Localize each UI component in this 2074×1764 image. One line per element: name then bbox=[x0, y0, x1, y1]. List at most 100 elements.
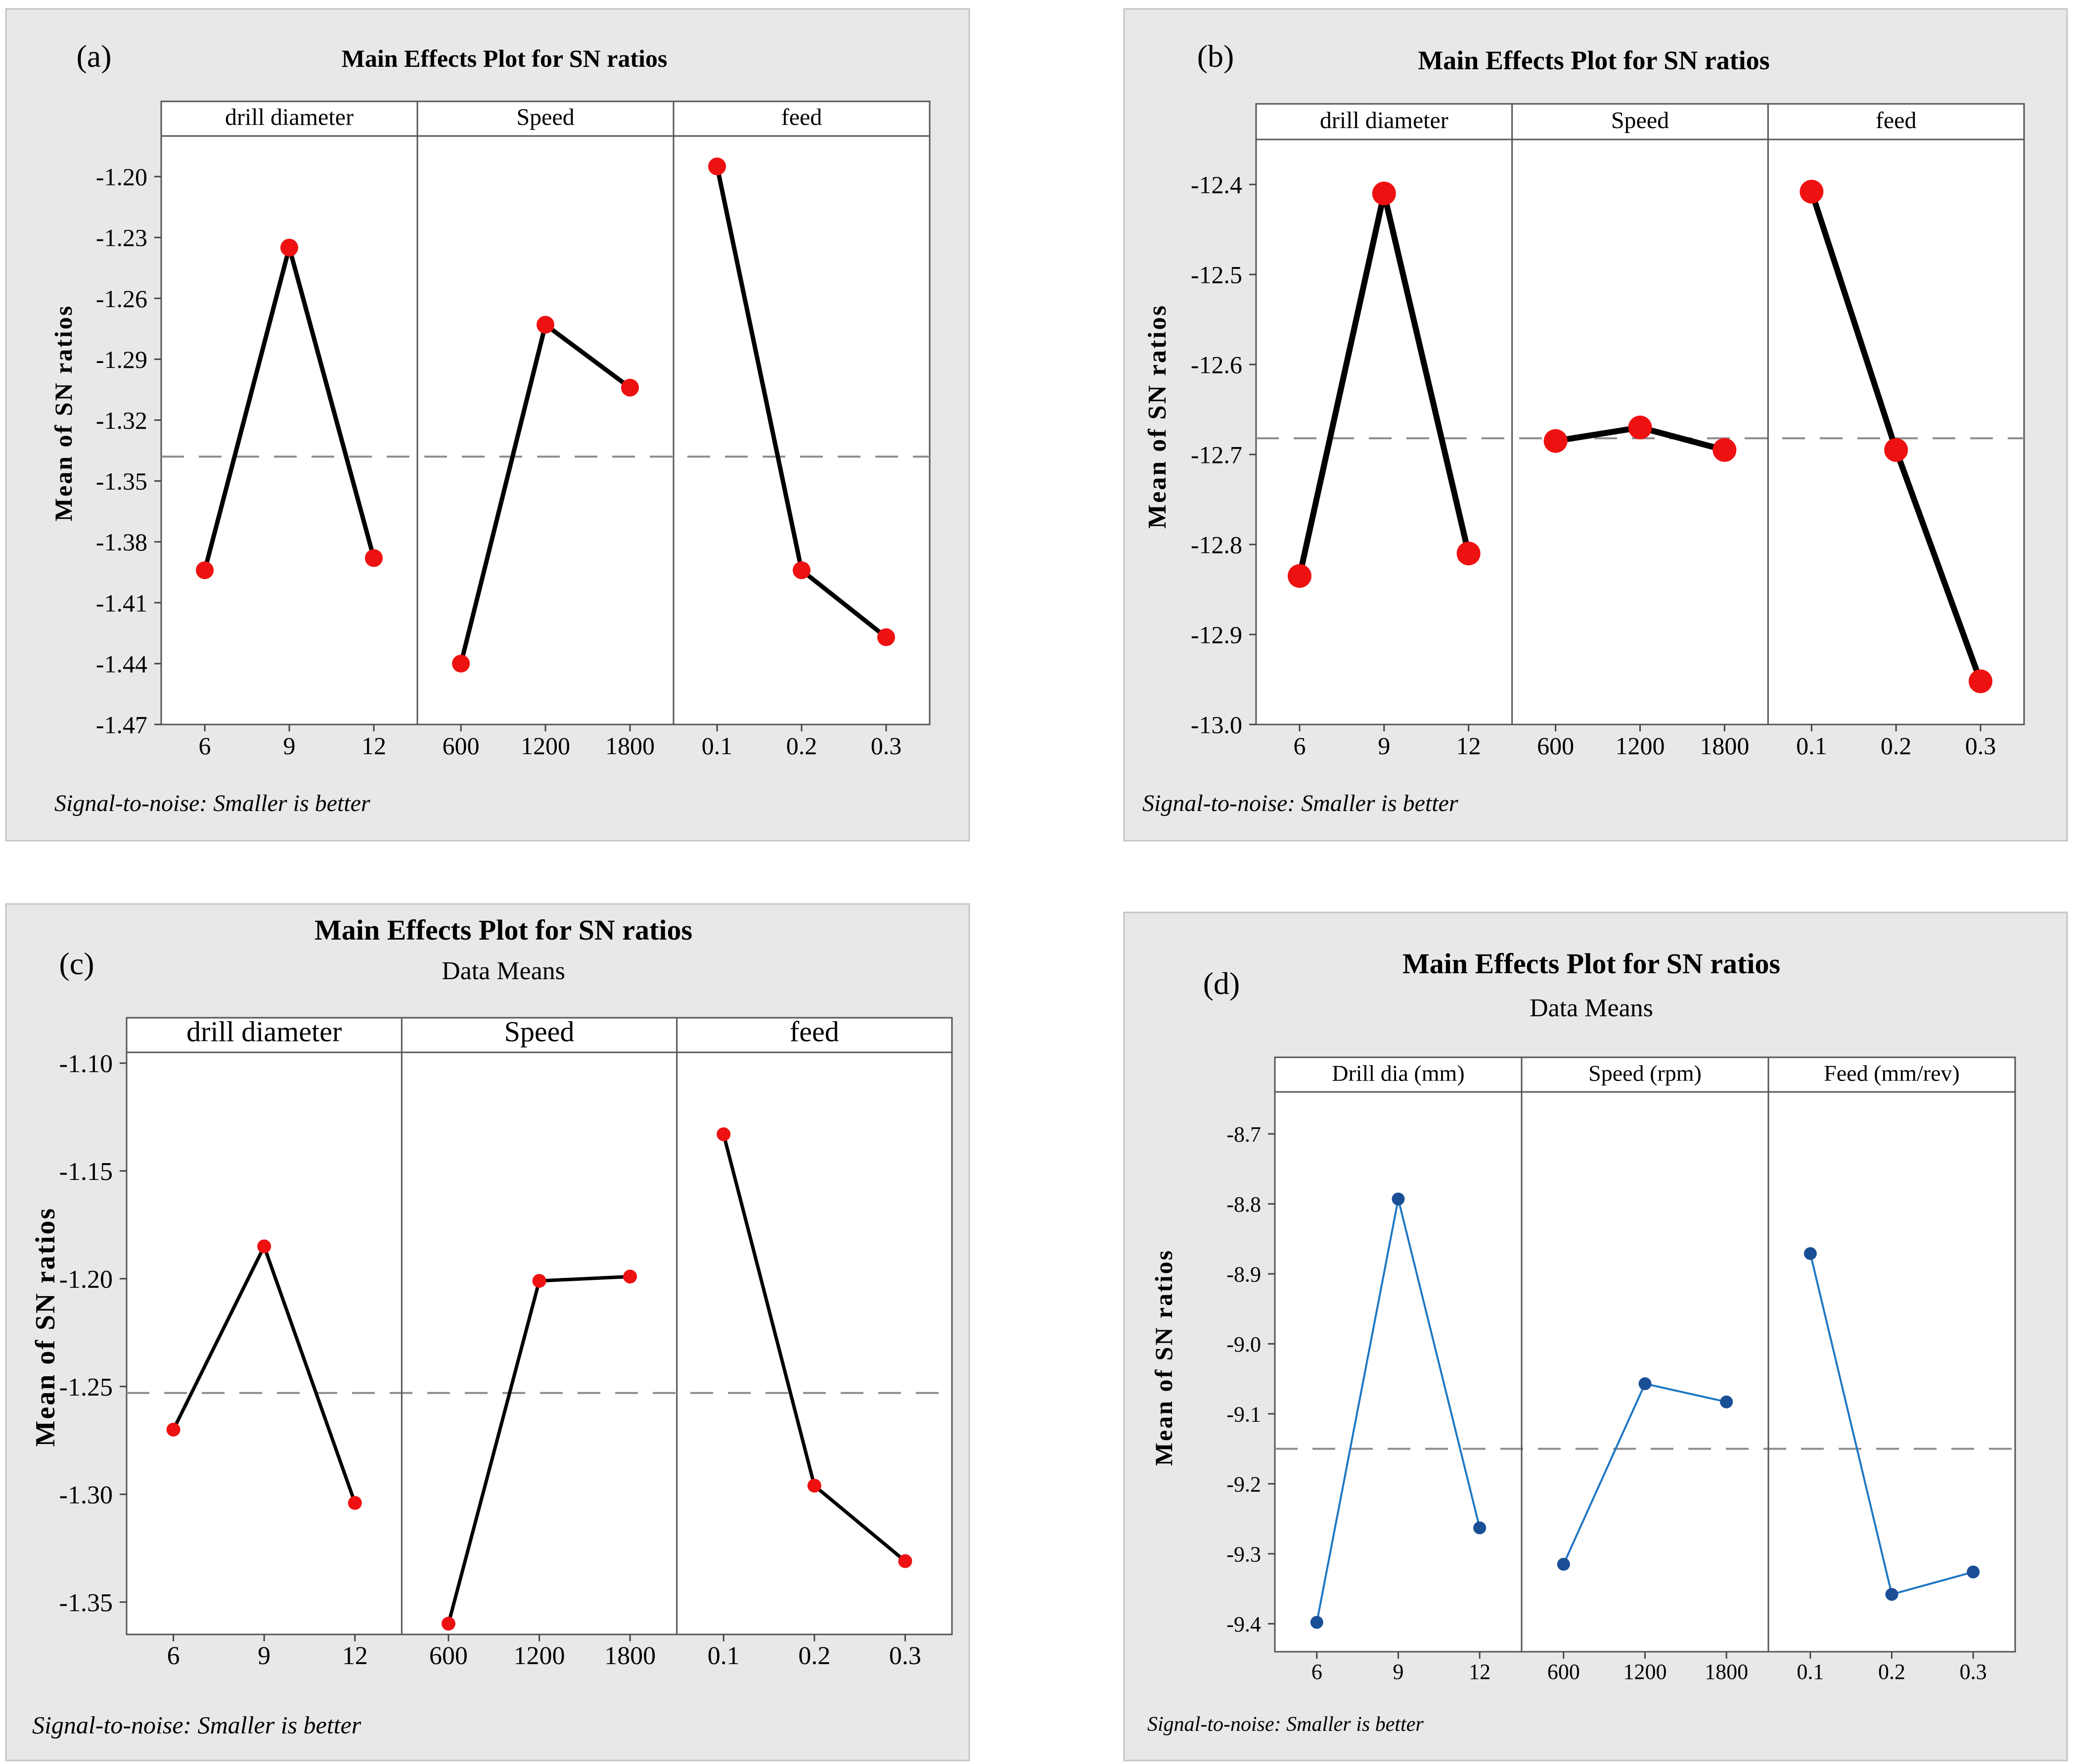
x-tick-label: 600 bbox=[429, 1642, 468, 1670]
x-tick-label: 12 bbox=[342, 1642, 368, 1670]
data-point-1800 bbox=[1713, 438, 1737, 462]
facet-header-label: Feed (mm/rev) bbox=[1824, 1061, 1960, 1086]
chart-panel-b: (b) Main Effects Plot for SN ratios -12.4 -… bbox=[1123, 8, 2068, 842]
data-point-0.2 bbox=[1885, 1587, 1898, 1601]
plot-area bbox=[1274, 1056, 2016, 1653]
data-point-600 bbox=[1543, 429, 1568, 453]
y-tick-label: -12.9 bbox=[1191, 621, 1242, 649]
data-point-0.1 bbox=[717, 1127, 731, 1141]
y-tick-label: -9.3 bbox=[1226, 1542, 1261, 1566]
data-point-9 bbox=[1392, 1192, 1405, 1206]
data-point-6 bbox=[166, 1422, 180, 1437]
data-point-9 bbox=[257, 1239, 271, 1254]
y-tick-label: -12.4 bbox=[1191, 171, 1242, 199]
facet-drill-dia-mm: Drill dia (mm) 6 9 12 bbox=[1310, 1061, 1490, 1684]
facet-feed: feed 0.1 0.2 0.3 bbox=[676, 1016, 921, 1670]
x-tick-label: 0.1 bbox=[1797, 1660, 1824, 1684]
chart-title: Main Effects Plot for SN ratios bbox=[315, 914, 692, 946]
x-tick-label: 0.1 bbox=[1796, 732, 1827, 760]
facet-header-label: feed bbox=[790, 1016, 839, 1048]
y-axis-label: Mean of SN ratios bbox=[1143, 304, 1172, 529]
y-tick-label: -12.5 bbox=[1191, 261, 1242, 289]
data-point-9 bbox=[1372, 181, 1396, 206]
data-point-1200 bbox=[1628, 415, 1652, 440]
data-point-0.1 bbox=[1803, 1247, 1817, 1260]
x-tick-label: 0.2 bbox=[1881, 732, 1912, 760]
data-point-12 bbox=[348, 1496, 362, 1510]
data-point-0.2 bbox=[793, 561, 811, 580]
facet-header-label: Speed bbox=[516, 104, 574, 131]
x-tick-label: 6 bbox=[1294, 732, 1306, 760]
y-tick-label: -1.47 bbox=[96, 711, 147, 739]
y-tick-label: -13.0 bbox=[1191, 711, 1242, 739]
x-tick-label: 0.2 bbox=[1878, 1660, 1905, 1684]
y-tick-label: -9.0 bbox=[1226, 1332, 1261, 1357]
data-point-0.3 bbox=[877, 628, 895, 646]
y-tick-label: -1.10 bbox=[59, 1050, 113, 1078]
data-point-0.1 bbox=[1800, 180, 1824, 204]
x-tick-label: 0.1 bbox=[702, 732, 733, 760]
y-tick-label: -1.35 bbox=[59, 1589, 113, 1617]
x-tick-label: 12 bbox=[1469, 1660, 1490, 1684]
data-point-1200 bbox=[1638, 1377, 1652, 1391]
x-tick-label: 6 bbox=[1311, 1660, 1322, 1684]
y-tick-label: -1.29 bbox=[96, 346, 147, 373]
facet-feed-mm-rev: Feed (mm/rev) 0.1 0.2 0.3 bbox=[1767, 1057, 1987, 1684]
facet-speed: Speed 600 1200 1800 bbox=[416, 101, 655, 760]
x-tick-label: 1200 bbox=[1623, 1660, 1667, 1684]
x-tick-label: 1800 bbox=[1700, 732, 1749, 760]
x-tick-label: 0.2 bbox=[798, 1642, 830, 1670]
facet-header-label: Speed bbox=[1611, 107, 1669, 134]
y-tick-label: -1.15 bbox=[59, 1158, 113, 1186]
chart-panel-c: (c) Main Effects Plot for SN ratios Data M… bbox=[5, 903, 970, 1762]
facet-header-label: Drill dia (mm) bbox=[1332, 1061, 1464, 1086]
x-tick-label: 6 bbox=[167, 1642, 180, 1670]
x-tick-label: 12 bbox=[1456, 732, 1481, 760]
data-point-12 bbox=[364, 549, 383, 567]
y-axis-label: Mean of SN ratios bbox=[49, 305, 77, 521]
data-point-600 bbox=[1557, 1558, 1570, 1571]
signal-to-noise-note: Signal-to-noise: Smaller is better bbox=[32, 1711, 361, 1739]
y-tick-label: -1.26 bbox=[96, 285, 147, 313]
panel-label: (c) bbox=[59, 946, 94, 981]
plot-area bbox=[126, 1017, 953, 1635]
chart-title: Main Effects Plot for SN ratios bbox=[1418, 45, 1769, 75]
facet-header-label: drill diameter bbox=[1320, 107, 1448, 134]
facet-speed: Speed 600 1200 1800 bbox=[401, 1016, 656, 1670]
data-point-0.3 bbox=[898, 1554, 912, 1568]
x-tick-label: 9 bbox=[1378, 732, 1390, 760]
data-point-6 bbox=[196, 561, 214, 580]
y-tick-label: -1.32 bbox=[96, 407, 147, 434]
y-tick-label: -1.20 bbox=[96, 163, 147, 191]
y-tick-label: -8.7 bbox=[1226, 1122, 1261, 1146]
y-tick-label: -9.4 bbox=[1226, 1612, 1261, 1636]
panel-label: (d) bbox=[1203, 966, 1240, 1001]
facet-header-label: drill diameter bbox=[225, 104, 354, 131]
y-tick-label: -8.9 bbox=[1226, 1262, 1261, 1286]
signal-to-noise-note: Signal-to-noise: Smaller is better bbox=[54, 790, 370, 816]
panel-label: (a) bbox=[76, 39, 111, 74]
x-tick-label: 6 bbox=[199, 732, 211, 760]
chart-title: Main Effects Plot for SN ratios bbox=[1402, 948, 1780, 980]
x-tick-label: 0.3 bbox=[1965, 732, 1996, 760]
panel-label: (b) bbox=[1197, 39, 1234, 74]
y-tick-label: -12.7 bbox=[1191, 441, 1242, 469]
chart-panel-d: (d) Main Effects Plot for SN ratios Data M… bbox=[1123, 911, 2068, 1762]
facet-speed-rpm: Speed (rpm) 600 1200 1800 bbox=[1521, 1057, 1748, 1684]
facet-drill-diameter: drill diameter 6 9 12 bbox=[196, 104, 386, 760]
chart-subtitle: Data Means bbox=[1530, 994, 1653, 1022]
y-tick-label: -1.44 bbox=[96, 650, 147, 678]
facet-header-label: drill diameter bbox=[186, 1016, 342, 1048]
x-tick-label: 1800 bbox=[604, 1642, 656, 1670]
signal-to-noise-note: Signal-to-noise: Smaller is better bbox=[1147, 1713, 1424, 1736]
data-point-1200 bbox=[537, 316, 554, 334]
data-point-6 bbox=[1310, 1616, 1323, 1629]
data-point-600 bbox=[452, 654, 470, 673]
x-tick-label: 1200 bbox=[514, 1642, 565, 1670]
x-tick-label: 9 bbox=[283, 732, 296, 760]
plot-area bbox=[1255, 103, 2025, 725]
facet-header-label: feed bbox=[781, 104, 822, 131]
y-tick-label: -1.41 bbox=[96, 589, 147, 617]
x-tick-label: 600 bbox=[1537, 732, 1574, 760]
x-tick-label: 0.3 bbox=[889, 1642, 921, 1670]
